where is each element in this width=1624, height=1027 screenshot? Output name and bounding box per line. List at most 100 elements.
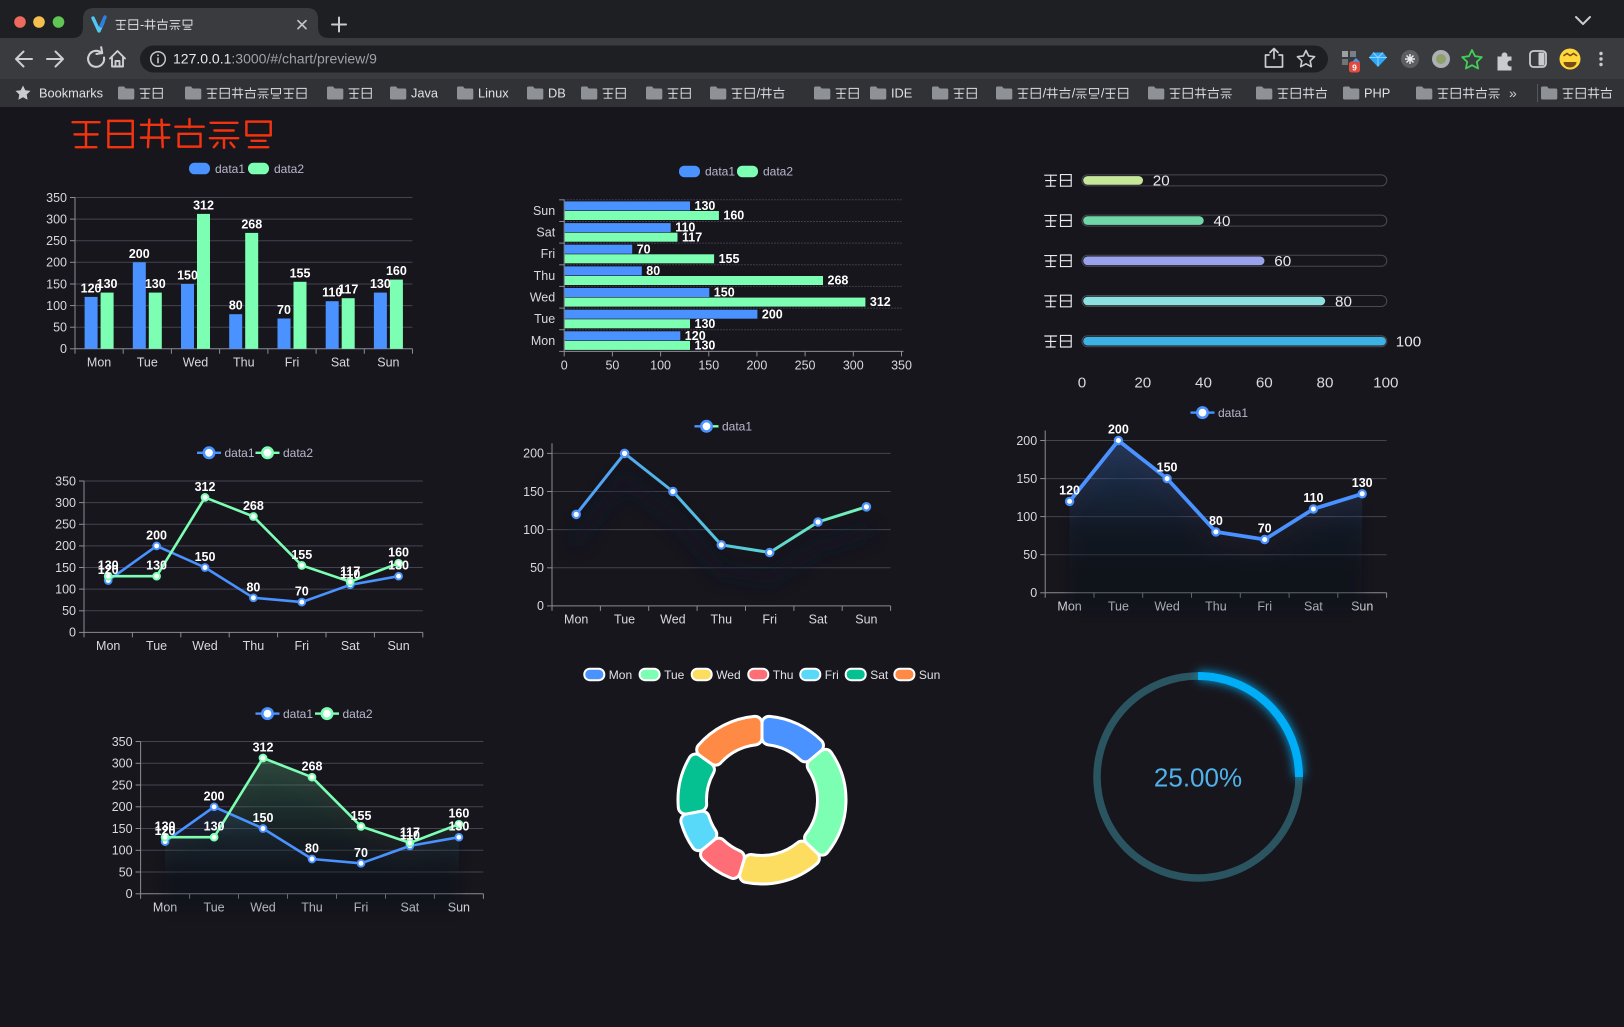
svg-text:9: 9 — [1352, 63, 1357, 73]
svg-text:100: 100 — [523, 523, 544, 537]
svg-text:data2: data2 — [274, 162, 304, 176]
svg-text:100: 100 — [112, 844, 133, 858]
svg-text:Tue: Tue — [146, 639, 167, 653]
svg-text:150: 150 — [46, 277, 67, 291]
svg-text:100: 100 — [1373, 375, 1398, 392]
svg-text:Mon: Mon — [531, 334, 555, 348]
svg-text:20: 20 — [1153, 173, 1170, 190]
svg-text:Sun: Sun — [533, 204, 555, 218]
svg-text:150: 150 — [1016, 472, 1037, 486]
svg-text:50: 50 — [1023, 548, 1037, 562]
svg-text:0: 0 — [537, 599, 544, 613]
svg-text:150: 150 — [177, 269, 198, 283]
svg-text:Thu: Thu — [233, 355, 255, 369]
svg-text:110: 110 — [675, 221, 695, 235]
svg-text:250: 250 — [46, 234, 67, 248]
svg-text:110: 110 — [322, 286, 342, 300]
svg-text:Fri: Fri — [762, 612, 777, 626]
svg-text:Sun: Sun — [377, 355, 399, 369]
svg-text:Thu: Thu — [711, 612, 733, 626]
svg-text:150: 150 — [698, 358, 719, 372]
svg-text:70: 70 — [637, 242, 651, 256]
svg-text:Sun: Sun — [855, 612, 877, 626]
svg-text:0: 0 — [1030, 586, 1037, 600]
svg-text:117: 117 — [400, 825, 420, 839]
svg-text:250: 250 — [55, 518, 76, 532]
svg-text:Sat: Sat — [809, 612, 828, 626]
svg-text:PHP: PHP — [1364, 86, 1390, 101]
svg-text:130: 130 — [97, 277, 118, 291]
svg-text:117: 117 — [338, 283, 358, 297]
svg-text:200: 200 — [523, 447, 544, 461]
svg-text:data1: data1 — [215, 162, 245, 176]
svg-text:200: 200 — [1016, 434, 1037, 448]
svg-text:120: 120 — [81, 281, 102, 295]
svg-text:Fri: Fri — [295, 639, 310, 653]
svg-text:200: 200 — [55, 539, 76, 553]
svg-text:268: 268 — [302, 760, 323, 774]
svg-text:Mon: Mon — [96, 639, 120, 653]
svg-text:268: 268 — [241, 217, 262, 231]
svg-text:Wed: Wed — [530, 291, 556, 305]
svg-text:Thu: Thu — [773, 668, 794, 682]
svg-text:130: 130 — [448, 820, 469, 834]
svg-text:data1: data1 — [1218, 406, 1248, 420]
svg-text:25.00%: 25.00% — [1154, 763, 1242, 793]
svg-text:250: 250 — [112, 778, 133, 792]
svg-text:data1: data1 — [283, 707, 313, 721]
svg-text:130: 130 — [145, 277, 166, 291]
svg-text:160: 160 — [386, 264, 407, 278]
svg-text:/: / — [1043, 86, 1047, 101]
svg-text:data2: data2 — [763, 165, 793, 179]
svg-text:130: 130 — [1352, 476, 1373, 490]
svg-text:150: 150 — [112, 822, 133, 836]
svg-text:Fri: Fri — [825, 668, 839, 682]
svg-text:300: 300 — [46, 212, 67, 226]
svg-text:Bookmarks: Bookmarks — [39, 86, 103, 101]
svg-text:150: 150 — [714, 286, 735, 300]
svg-text:Thu: Thu — [243, 639, 265, 653]
svg-text:120: 120 — [155, 824, 176, 838]
svg-text:150: 150 — [195, 550, 216, 564]
svg-text:data2: data2 — [343, 707, 373, 721]
svg-text:110: 110 — [340, 567, 360, 581]
svg-text:80: 80 — [1335, 293, 1352, 310]
svg-text:312: 312 — [195, 480, 216, 494]
svg-text:80: 80 — [246, 580, 260, 594]
svg-text:200: 200 — [204, 789, 225, 803]
svg-text:0: 0 — [561, 358, 568, 372]
svg-text:150: 150 — [1157, 461, 1178, 475]
svg-text:50: 50 — [605, 358, 619, 372]
svg-text:127.0.0.1:3000/#/chart/preview: 127.0.0.1:3000/#/chart/preview/9 — [173, 51, 377, 67]
svg-text:/: / — [757, 86, 761, 101]
svg-text:155: 155 — [290, 266, 311, 280]
svg-text:300: 300 — [55, 496, 76, 510]
svg-text:Wed: Wed — [716, 668, 740, 682]
svg-text:300: 300 — [112, 757, 133, 771]
svg-text:100: 100 — [55, 582, 76, 596]
svg-text:Sat: Sat — [536, 226, 555, 240]
svg-text:70: 70 — [277, 303, 291, 317]
svg-text:150: 150 — [523, 485, 544, 499]
svg-text:150: 150 — [55, 561, 76, 575]
svg-text:155: 155 — [719, 252, 740, 266]
svg-text:350: 350 — [55, 474, 76, 488]
svg-text:150: 150 — [253, 811, 274, 825]
svg-text:Tue: Tue — [137, 355, 158, 369]
svg-text:Tue: Tue — [534, 312, 555, 326]
svg-text:160: 160 — [723, 209, 744, 223]
svg-text:Wed: Wed — [183, 355, 209, 369]
svg-text:40: 40 — [1214, 213, 1231, 230]
svg-text:50: 50 — [62, 604, 76, 618]
svg-text:60: 60 — [1274, 253, 1291, 270]
svg-text:Tue: Tue — [614, 612, 635, 626]
svg-text:200: 200 — [112, 800, 133, 814]
svg-text:Fri: Fri — [541, 247, 556, 261]
svg-text:50: 50 — [530, 561, 544, 575]
svg-text:130: 130 — [146, 559, 167, 573]
svg-text:/: / — [1101, 86, 1105, 101]
svg-text:312: 312 — [253, 741, 274, 755]
svg-text:350: 350 — [46, 191, 67, 205]
svg-text:100: 100 — [650, 358, 671, 372]
svg-text:120: 120 — [1059, 483, 1080, 497]
